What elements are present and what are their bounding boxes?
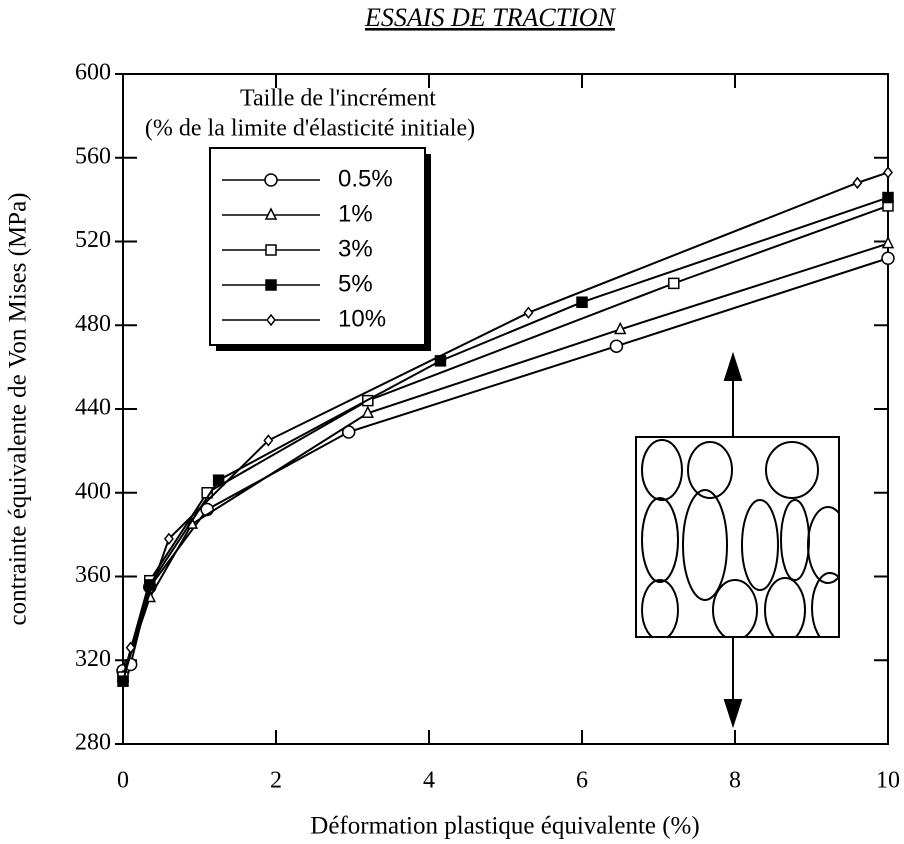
legend-box: [209, 147, 426, 346]
y-tick-label: 560: [75, 143, 111, 169]
legend-label: 0.5%: [338, 165, 393, 192]
marker: [882, 191, 894, 204]
marker: [263, 434, 274, 447]
legend-label: 10%: [338, 305, 386, 332]
marker: [881, 235, 895, 249]
legend-marker: [264, 173, 278, 187]
marker: [614, 321, 627, 335]
marker: [117, 675, 129, 687]
marker: [361, 405, 375, 418]
y-tick-label: 520: [75, 227, 111, 253]
legend-marker: [265, 244, 277, 256]
x-tick-label: 10: [876, 768, 900, 794]
y-tick-label: 440: [75, 395, 111, 421]
marker: [609, 339, 624, 353]
y-tick-label: 320: [75, 646, 111, 672]
legend-label: 1%: [338, 200, 373, 227]
x-tick-label: 4: [423, 768, 435, 794]
legend-label: 5%: [338, 270, 373, 297]
legend-title: Taille de l'incrément: [240, 86, 436, 112]
marker: [125, 641, 136, 654]
marker: [212, 474, 225, 486]
legend-marker: [265, 279, 277, 291]
legend-label: 3%: [338, 235, 373, 262]
marker: [523, 306, 534, 319]
x-tick-label: 8: [729, 768, 741, 794]
x-tick-label: 2: [270, 768, 282, 794]
chart-title: ESSAIS DE TRACTION: [364, 3, 617, 32]
y-tick-label: 480: [75, 311, 111, 337]
x-tick-label: 0: [117, 768, 129, 794]
series-line: [122, 242, 889, 678]
x-tick-label: 6: [576, 768, 588, 794]
series-line: [129, 171, 889, 649]
y-tick-label: 280: [75, 730, 111, 756]
y-tick-label: 400: [75, 478, 111, 504]
legend-title: (% de la limite d'élasticité initiale): [145, 116, 475, 142]
marker: [144, 579, 156, 591]
y-tick-label: 600: [75, 60, 111, 86]
marker: [668, 277, 680, 290]
marker: [852, 176, 863, 190]
series-line: [122, 196, 889, 682]
marker: [163, 532, 174, 546]
inset: [635, 351, 840, 729]
x-axis-label: Déformation plastique équivalente (%): [310, 813, 699, 840]
series-line: [122, 204, 889, 678]
legend-marker: [266, 313, 276, 327]
marker: [883, 166, 893, 179]
y-tick-label: 360: [75, 562, 111, 588]
marker: [881, 251, 895, 265]
y-axis-label: contrainte équivalente de Von Mises (MPa…: [5, 192, 32, 625]
marker: [576, 296, 588, 308]
legend-marker: [264, 207, 278, 220]
